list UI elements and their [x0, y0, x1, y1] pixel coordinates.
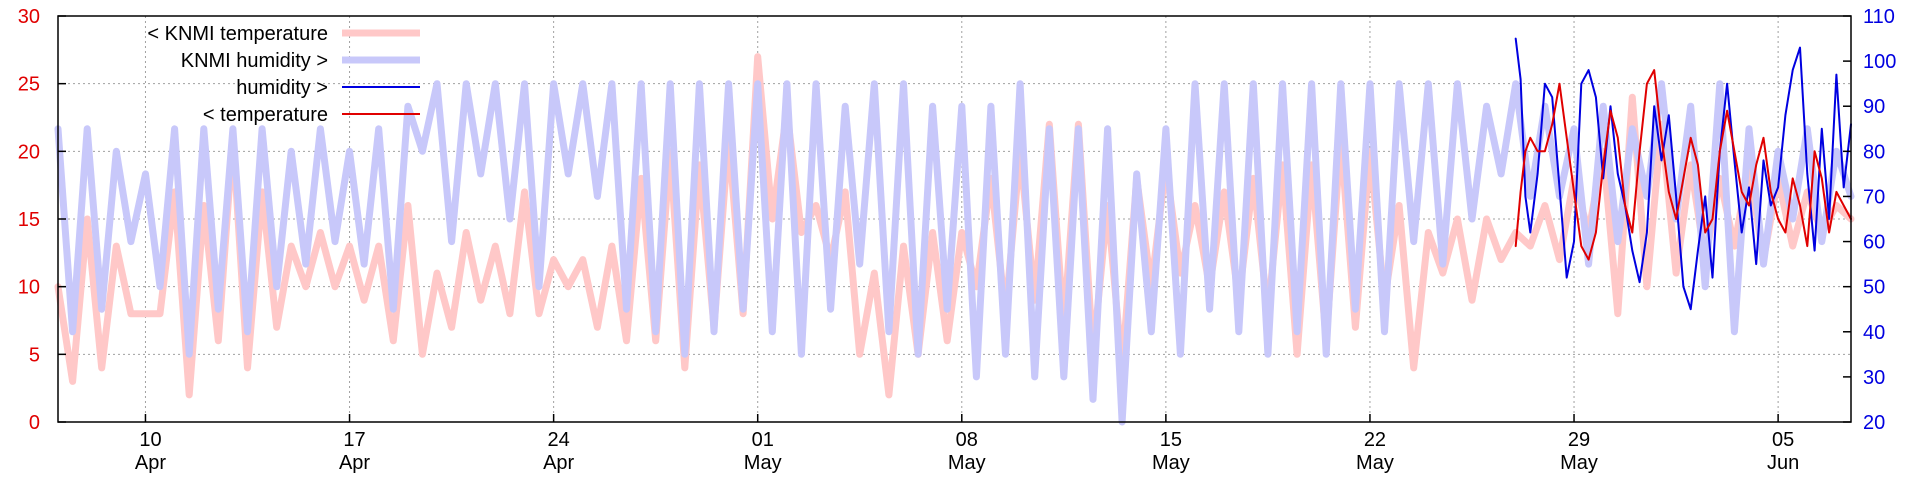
x-tick-label-day: 10: [139, 429, 161, 451]
y-left-tick-label: 15: [18, 209, 40, 231]
legend-label-4: < temperature: [203, 104, 328, 126]
legend-label-2: KNMI humidity >: [181, 50, 328, 72]
y-left-tick-label: 5: [29, 344, 40, 366]
x-tick-label-day: 08: [956, 429, 978, 451]
x-tick-label-month: May: [948, 452, 986, 474]
x-tick-label-day: 22: [1364, 429, 1386, 451]
y-left-tick-label: 0: [29, 412, 40, 434]
y-right-tick-label: 30: [1863, 367, 1885, 389]
y-right-tick-label: 100: [1863, 51, 1896, 73]
y-right-tick-label: 50: [1863, 277, 1885, 299]
series-line-4: [1514, 69, 1852, 261]
x-tick-label-day: 01: [752, 429, 774, 451]
y-left-tick-label: 20: [18, 141, 40, 163]
y-right-tick-label: 80: [1863, 141, 1885, 163]
x-tick-label-month: May: [744, 452, 782, 474]
x-tick-label-day: 15: [1160, 429, 1182, 451]
x-tick-label-month: May: [1560, 452, 1598, 474]
x-tick-label-month: Apr: [543, 452, 574, 474]
x-tick-label-day: 29: [1568, 429, 1590, 451]
y-right-tick-label: 60: [1863, 232, 1885, 254]
y-left-tick-label: 10: [18, 277, 40, 299]
x-tick-label-month: Apr: [135, 452, 166, 474]
x-tick-label-day: 05: [1772, 429, 1794, 451]
series-line-3: [1514, 37, 1852, 311]
x-tick-label-day: 17: [343, 429, 365, 451]
x-tick-label-day: 24: [548, 429, 570, 451]
series-line-1: [54, 53, 1855, 399]
legend-label-1: < KNMI temperature: [147, 23, 328, 45]
y-right-tick-label: 90: [1863, 96, 1885, 118]
y-right-tick-label: 20: [1863, 412, 1885, 434]
x-tick-label-month: May: [1356, 452, 1394, 474]
series-line-2: [54, 80, 1855, 426]
legend-label-3: humidity >: [236, 77, 328, 99]
y-left-tick-label: 30: [18, 6, 40, 28]
axis-ticks: 051015202530203040506070809010011010Apr1…: [18, 6, 1897, 474]
series-lines: [54, 37, 1855, 426]
x-tick-label-month: May: [1152, 452, 1190, 474]
x-tick-label-month: Apr: [339, 452, 370, 474]
y-right-tick-label: 40: [1863, 322, 1885, 344]
legend: < KNMI temperature KNMI humidity > humidit…: [147, 23, 420, 126]
y-right-tick-label: 110: [1863, 6, 1895, 28]
x-tick-label-month: Jun: [1767, 452, 1799, 474]
y-right-tick-label: 70: [1863, 186, 1885, 208]
y-left-tick-label: 25: [18, 74, 40, 96]
